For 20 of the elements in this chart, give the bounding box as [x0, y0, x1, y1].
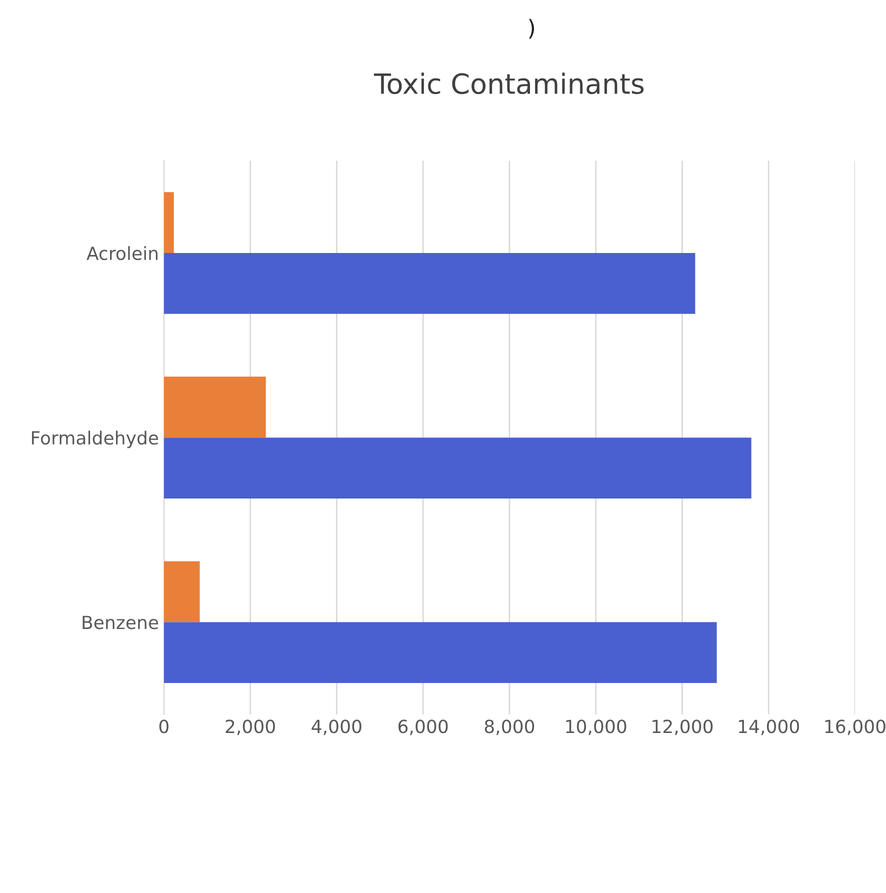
- bar: [164, 192, 174, 254]
- x-tick-label: 6,000: [398, 720, 448, 736]
- bar: [164, 561, 200, 622]
- text: ): [529, 18, 534, 39]
- x-tick-label: 8,000: [484, 720, 534, 736]
- x-tick-label: 4,000: [312, 720, 362, 736]
- x-tick-label: 10,000: [566, 720, 626, 736]
- x-tick-label: 0: [159, 720, 168, 734]
- x-tick-label: 12,000: [652, 720, 713, 736]
- bar: [164, 438, 752, 498]
- x-tick-label: 14,000: [739, 720, 799, 736]
- y-tick-label: Benzene: [82, 616, 158, 630]
- bar: [164, 622, 717, 684]
- y-tick-label: Acrolein: [86, 246, 158, 260]
- y-tick-label: Formaldehyde: [32, 430, 158, 448]
- bar: [164, 376, 266, 438]
- bar: [164, 253, 696, 314]
- x-tick-label: 16,000: [825, 720, 886, 736]
- x-tick-label: 2,000: [226, 720, 275, 736]
- chart-title: Toxic Contaminants: [374, 72, 644, 94]
